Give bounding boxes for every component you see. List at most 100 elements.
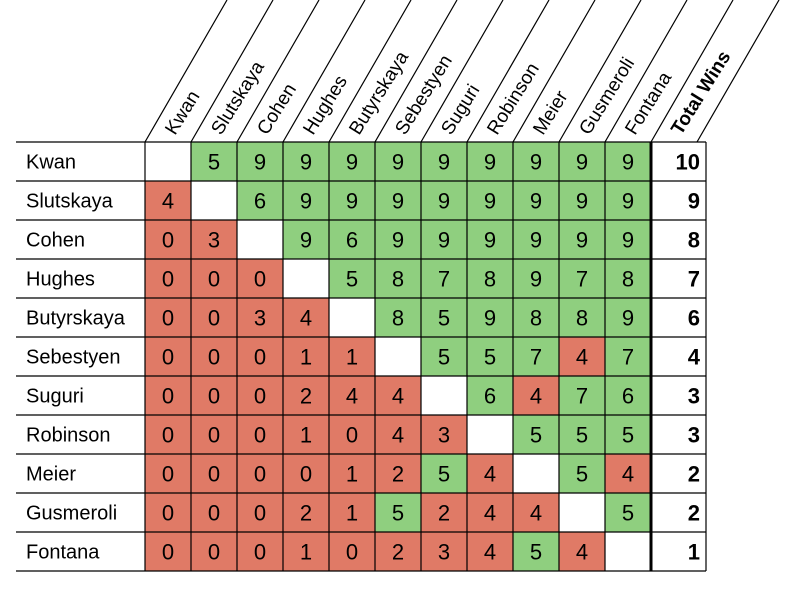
- column-header-separators: [144, 0, 780, 143]
- cell-value: 1: [346, 345, 358, 370]
- cell-value: 5: [622, 501, 634, 526]
- cell-value: 9: [622, 228, 634, 253]
- cell-suguri-vs-robinson: [467, 376, 513, 415]
- cell-hughes-vs-meier: [513, 259, 559, 298]
- cell-fontana-vs-slutskaya: [191, 532, 237, 571]
- cell-value: 0: [208, 345, 220, 370]
- cell-value: 0: [208, 501, 220, 526]
- cell-gusmeroli-vs-hughes: [283, 493, 329, 532]
- cell-kwan-vs-meier: [513, 142, 559, 181]
- row-label-robinson: Robinson: [26, 425, 111, 447]
- cell-robinson-vs-gusmeroli: [559, 415, 605, 454]
- cell-cohen-vs-meier: [513, 220, 559, 259]
- cell-value: 0: [162, 267, 174, 292]
- cell-butyrskaya-vs-hughes: [283, 298, 329, 337]
- cell-value: 5: [392, 501, 404, 526]
- cell-hughes-vs-hughes: [283, 259, 329, 298]
- cell-suguri-vs-cohen: [237, 376, 283, 415]
- cell-cohen-vs-butyrskaya: [329, 220, 375, 259]
- cell-value: 2: [300, 384, 312, 409]
- cell-value: 0: [162, 501, 174, 526]
- total-wins-value: 3: [688, 384, 700, 409]
- cell-slutskaya-vs-sebestyen: [375, 181, 421, 220]
- table-grid-lines: [16, 141, 707, 572]
- cell-butyrskaya-vs-cohen: [237, 298, 283, 337]
- cell-gusmeroli-vs-butyrskaya: [329, 493, 375, 532]
- cell-butyrskaya-vs-meier: [513, 298, 559, 337]
- cell-butyrskaya-vs-fontana: [605, 298, 651, 337]
- total-wins-value: 2: [688, 501, 700, 526]
- cell-value: 0: [162, 345, 174, 370]
- cell-value: 7: [438, 267, 450, 292]
- cell-value: 9: [622, 306, 634, 331]
- cell-value: 9: [576, 150, 588, 175]
- cell-value: 0: [254, 384, 266, 409]
- cell-value: 2: [392, 540, 404, 565]
- row-label-sebestyen: Sebestyen: [26, 347, 121, 369]
- col-label-suguri: Suguri: [437, 81, 484, 139]
- cell-suguri-vs-meier: [513, 376, 559, 415]
- cell-cohen-vs-slutskaya: [191, 220, 237, 259]
- cell-value: 9: [392, 150, 404, 175]
- total-wins-value: 10: [676, 150, 700, 175]
- cell-gusmeroli-vs-cohen: [237, 493, 283, 532]
- cell-slutskaya-vs-butyrskaya: [329, 181, 375, 220]
- cell-cohen-vs-fontana: [605, 220, 651, 259]
- cell-slutskaya-vs-cohen: [237, 181, 283, 220]
- cell-value: 4: [484, 462, 496, 487]
- header-separator: [190, 0, 274, 143]
- row-name-labels: Kwan Slutskaya Cohen Hughes Butyrskaya Sebest…: [26, 152, 126, 564]
- cell-value: 2: [392, 462, 404, 487]
- cell-value: 4: [484, 540, 496, 565]
- cell-value: 9: [484, 189, 496, 214]
- cell-kwan-vs-gusmeroli: [559, 142, 605, 181]
- cell-value: 1: [300, 345, 312, 370]
- cell-cohen-vs-gusmeroli: [559, 220, 605, 259]
- row-label-cohen: Cohen: [26, 230, 85, 252]
- cell-cohen-vs-cohen: [237, 220, 283, 259]
- cell-butyrskaya-vs-butyrskaya: [329, 298, 375, 337]
- cell-slutskaya-vs-slutskaya: [191, 181, 237, 220]
- cell-butyrskaya-vs-gusmeroli: [559, 298, 605, 337]
- cell-sebestyen-vs-meier: [513, 337, 559, 376]
- total-wins-value: 8: [688, 228, 700, 253]
- cell-value: 5: [438, 306, 450, 331]
- cell-value: 9: [346, 150, 358, 175]
- row-label-suguri: Suguri: [26, 386, 84, 408]
- cell-butyrskaya-vs-slutskaya: [191, 298, 237, 337]
- cell-robinson-vs-sebestyen: [375, 415, 421, 454]
- cell-value: 8: [622, 267, 634, 292]
- cell-value: 9: [576, 228, 588, 253]
- cell-hughes-vs-cohen: [237, 259, 283, 298]
- cell-value: 9: [622, 189, 634, 214]
- cell-value: 0: [162, 384, 174, 409]
- cell-value: 0: [208, 423, 220, 448]
- cell-robinson-vs-cohen: [237, 415, 283, 454]
- header-separator: [282, 0, 366, 143]
- cell-robinson-vs-kwan: [145, 415, 191, 454]
- cell-meier-vs-hughes: [283, 454, 329, 493]
- cell-value: 7: [622, 345, 634, 370]
- cell-slutskaya-vs-fontana: [605, 181, 651, 220]
- row-label-gusmeroli: Gusmeroli: [26, 503, 117, 525]
- cell-value: 7: [576, 384, 588, 409]
- header-separator: [512, 0, 596, 143]
- cell-kwan-vs-cohen: [237, 142, 283, 181]
- cell-value: 9: [346, 189, 358, 214]
- row-label-meier: Meier: [26, 464, 76, 486]
- cell-value: 9: [622, 150, 634, 175]
- header-separator: [236, 0, 320, 143]
- total-wins-value: 6: [688, 306, 700, 331]
- cell-suguri-vs-slutskaya: [191, 376, 237, 415]
- cell-value: 9: [300, 150, 312, 175]
- cell-robinson-vs-slutskaya: [191, 415, 237, 454]
- cell-suguri-vs-fontana: [605, 376, 651, 415]
- cell-suguri-vs-gusmeroli: [559, 376, 605, 415]
- cell-gusmeroli-vs-fontana: [605, 493, 651, 532]
- cell-fontana-vs-hughes: [283, 532, 329, 571]
- cell-value: 9: [484, 150, 496, 175]
- cell-value: 6: [254, 189, 266, 214]
- cell-value: 7: [530, 345, 542, 370]
- cell-value: 9: [438, 189, 450, 214]
- cell-value: 9: [300, 189, 312, 214]
